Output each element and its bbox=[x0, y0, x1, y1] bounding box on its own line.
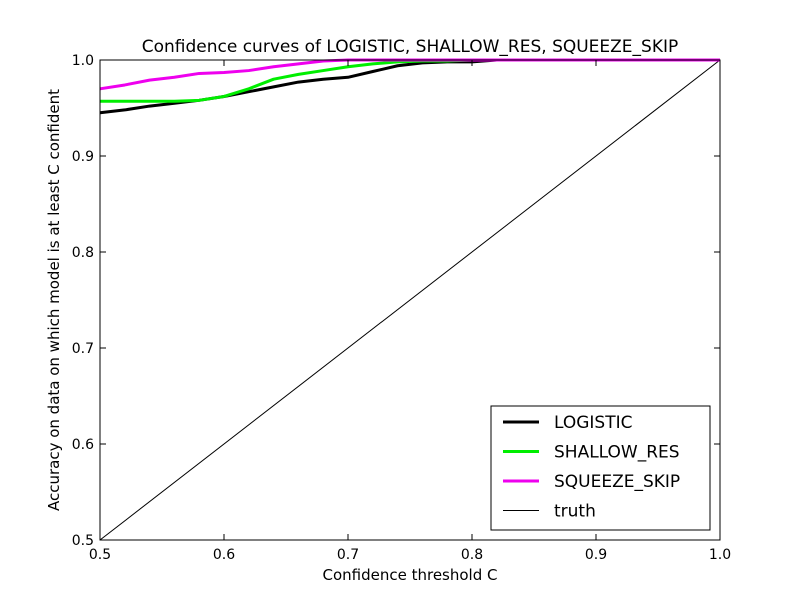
legend-box bbox=[490, 405, 711, 531]
chart-title: Confidence curves of LOGISTIC, SHALLOW_R… bbox=[142, 37, 679, 57]
legend-label: SHALLOW_RES bbox=[554, 443, 680, 463]
x-tick-label: 0.9 bbox=[585, 547, 607, 563]
y-tick-label: 0.8 bbox=[72, 245, 94, 261]
y-axis-label: Accuracy on data on which model is at le… bbox=[45, 89, 63, 511]
y-tick-label: 0.9 bbox=[72, 149, 94, 165]
axis-ticks: 0.5 0.6 0.7 0.8 0.9 1.0 0.5 0.6 0.7 0.8 0.9 1.0 bbox=[72, 53, 731, 563]
x-tick-label: 0.6 bbox=[213, 547, 235, 563]
y-tick-label: 1.0 bbox=[72, 53, 94, 69]
x-tick-label: 0.5 bbox=[89, 547, 111, 563]
x-tick-label: 0.8 bbox=[461, 547, 483, 563]
x-tick-label: 1.0 bbox=[709, 547, 731, 563]
y-tick-label: 0.6 bbox=[72, 437, 94, 453]
x-axis-label: Confidence threshold C bbox=[323, 566, 498, 584]
y-tick-label: 0.5 bbox=[72, 533, 94, 549]
y-tick-label: 0.7 bbox=[72, 341, 94, 357]
x-tick-label: 0.7 bbox=[337, 547, 359, 563]
series-line-truth bbox=[99, 59, 721, 541]
plot-frame bbox=[99, 59, 721, 541]
legend-label: SQUEEZE_SKIP bbox=[554, 472, 680, 492]
legend-label: truth bbox=[554, 502, 596, 522]
legend-label: LOGISTIC bbox=[554, 413, 633, 433]
